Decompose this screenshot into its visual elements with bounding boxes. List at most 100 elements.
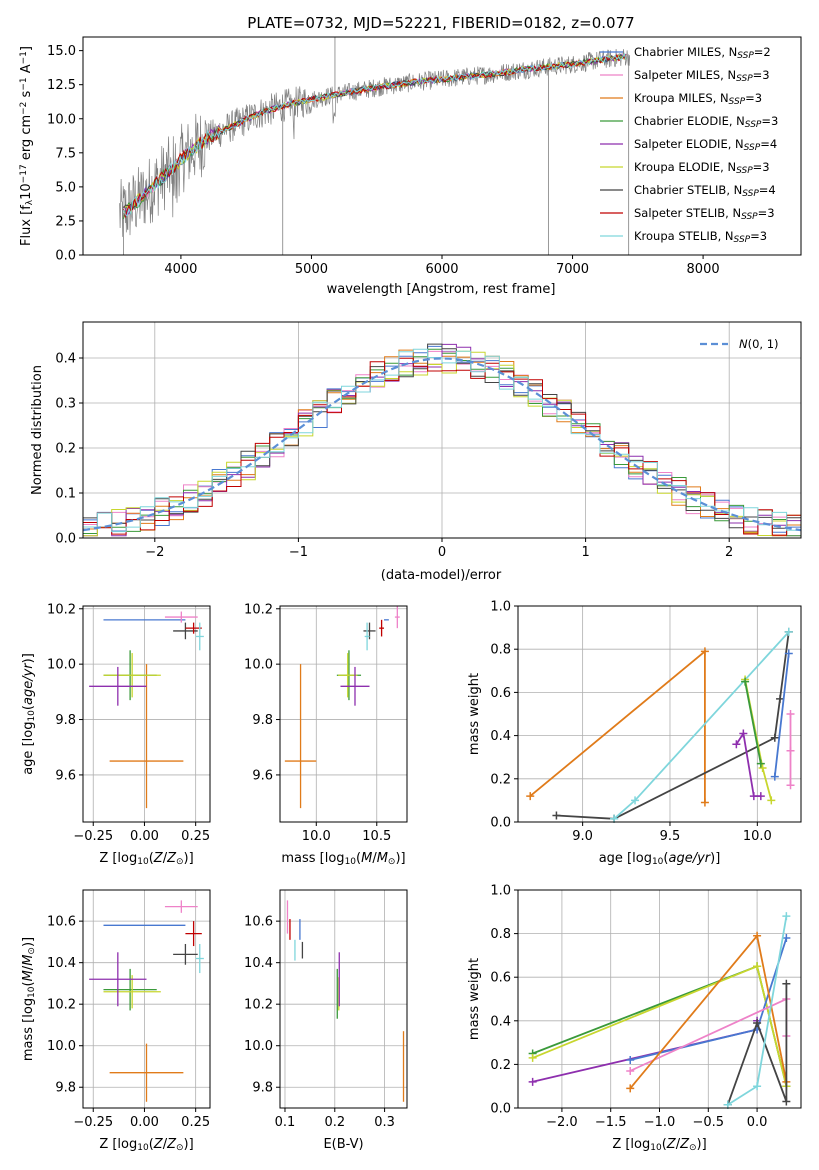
- x-axis-label: Z [log10(Z/Z⊙)]: [99, 851, 193, 867]
- x-tick-label: −0.5: [693, 1115, 725, 1130]
- x-axis-label: (data-model)/error: [381, 568, 502, 583]
- x-tick-label: −1.0: [644, 1115, 676, 1130]
- error-point-kroupa-stelib: [364, 622, 370, 651]
- x-tick-label: 4000: [164, 262, 197, 277]
- x-tick-label: −2.0: [546, 1115, 578, 1130]
- weight-marker: [631, 796, 640, 805]
- x-tick-label: 0.25: [181, 1115, 210, 1130]
- x-tick-label: 5000: [295, 262, 328, 277]
- legend-entry: Chabrier STELIB, NSSP=4: [634, 183, 776, 199]
- legend-entry: Salpeter MILES, NSSP=3: [634, 68, 770, 84]
- model-salpeter-miles: [123, 53, 627, 218]
- x-tick-label: −0.25: [73, 1115, 113, 1130]
- x-tick-label: 0.0: [747, 1115, 768, 1130]
- weight-series-kroupa-miles: [526, 647, 709, 807]
- legend-entry: Kroupa MILES, NSSP=3: [634, 91, 762, 107]
- y-tick-label: 0.3: [55, 397, 76, 412]
- weight-vs-age-panel: 9.0 9.5 10.0 0.0 0.2 0.4 0.6 0.8 1.0 age [log10(a…: [467, 600, 802, 867]
- legend-entry: N(0, 1): [739, 337, 779, 351]
- x-tick-label: 7000: [556, 262, 589, 277]
- weight-marker: [753, 962, 762, 971]
- weight-marker: [756, 792, 765, 801]
- error-point-kroupa-stelib: [195, 622, 204, 651]
- x-axis-label: mass [log10(M/M⊙)]: [281, 851, 405, 867]
- y-tick-label: 7.5: [55, 146, 76, 161]
- y-axis-label: mass weight: [467, 958, 482, 1040]
- x-axis-label: Z [log10(Z/Z⊙)]: [612, 1137, 706, 1153]
- error-point-salpeter-stelib: [185, 921, 202, 947]
- x-tick-label: 0.00: [130, 1115, 159, 1130]
- error-point-salpeter-stelib: [185, 622, 202, 634]
- y-tick-label: 10.4: [244, 956, 273, 971]
- error-point-chabrier-elodie: [103, 968, 157, 1011]
- model-salpeter-stelib: [123, 53, 627, 219]
- y-axis-label: Normed distribution: [30, 365, 45, 495]
- y-tick-label: 10.0: [47, 112, 76, 127]
- mass-vs-z-panel: −0.25 0.00 0.25 9.8 10.0 10.2 10.4 10.6 Z [log10…: [21, 889, 211, 1153]
- x-tick-label: 1: [581, 545, 589, 560]
- axes-frame: [279, 605, 408, 823]
- legend-entry: Chabrier MILES, NSSP=2: [634, 45, 771, 61]
- weight-marker: [753, 931, 762, 940]
- weight-series-chabrier-miles: [770, 649, 793, 781]
- weight-marker: [786, 781, 795, 790]
- weight-marker: [732, 740, 741, 749]
- y-tick-label: 0.4: [490, 1014, 511, 1029]
- weight-marker: [786, 746, 795, 755]
- x-tick-label: 0.1: [275, 1115, 296, 1130]
- x-axis-label: age [log10(age/yr)]: [599, 851, 721, 867]
- weight-marker: [528, 1077, 537, 1086]
- legend-entry: Kroupa ELODIE, NSSP=3: [634, 160, 770, 176]
- histogram-salpeter-stelib: [83, 357, 801, 536]
- y-axis-label: Flux [fλ10−17 erg cm−2 s−1 A−1]: [19, 46, 35, 246]
- x-tick-label: −2: [145, 545, 164, 560]
- weight-marker: [767, 796, 776, 805]
- weight-marker: [753, 1082, 762, 1091]
- x-tick-label: 10.5: [362, 829, 391, 844]
- weight-marker: [758, 764, 767, 772]
- y-tick-label: 12.5: [47, 78, 76, 93]
- error-point-salpeter-elodie: [340, 666, 370, 706]
- weight-marker: [784, 627, 793, 636]
- weight-marker: [753, 1018, 762, 1027]
- weight-marker: [782, 933, 791, 942]
- weight-marker: [756, 759, 765, 768]
- weight-marker: [626, 1056, 635, 1065]
- y-tick-label: 0.6: [490, 686, 511, 701]
- x-tick-label: 0.3: [374, 1115, 395, 1130]
- y-tick-label: 0.2: [490, 772, 511, 787]
- error-point-salpeter-elodie: [89, 666, 147, 706]
- weight-marker: [786, 710, 795, 718]
- x-tick-label: 0.25: [181, 829, 210, 844]
- weight-marker: [749, 792, 758, 801]
- y-tick-label: 0.6: [490, 971, 511, 986]
- error-point-kroupa-elodie: [103, 975, 161, 1009]
- y-tick-label: 1.0: [490, 884, 511, 899]
- weight-marker: [782, 979, 791, 988]
- axes-frame: [517, 605, 802, 823]
- weight-marker: [700, 647, 709, 656]
- y-tick-label: 10.2: [47, 998, 76, 1013]
- weight-series-chabrier-elodie: [741, 677, 765, 768]
- x-tick-label: 0.00: [130, 829, 159, 844]
- y-tick-label: 9.8: [55, 713, 76, 728]
- y-tick-label: 10.0: [47, 658, 76, 673]
- weight-series-salpeter-elodie: [732, 729, 765, 801]
- x-tick-label: 10.0: [743, 829, 772, 844]
- model-kroupa-miles: [123, 54, 627, 219]
- error-point-kroupa-miles: [109, 664, 184, 809]
- x-axis-label: Z [log10(Z/Z⊙)]: [99, 1137, 193, 1153]
- error-point-kroupa-miles: [284, 664, 317, 809]
- y-tick-label: 9.6: [55, 768, 76, 783]
- x-tick-label: −0.25: [73, 829, 113, 844]
- weight-marker: [776, 694, 785, 703]
- error-point-kroupa-elodie: [103, 653, 161, 698]
- x-tick-label: −1: [289, 545, 308, 560]
- x-tick-label: 0: [438, 545, 446, 560]
- model-kroupa-elodie: [123, 53, 627, 215]
- y-tick-label: 10.6: [47, 915, 76, 930]
- weight-marker: [784, 649, 793, 658]
- y-tick-label: 0.2: [55, 442, 76, 457]
- y-tick-label: 0.0: [55, 249, 76, 264]
